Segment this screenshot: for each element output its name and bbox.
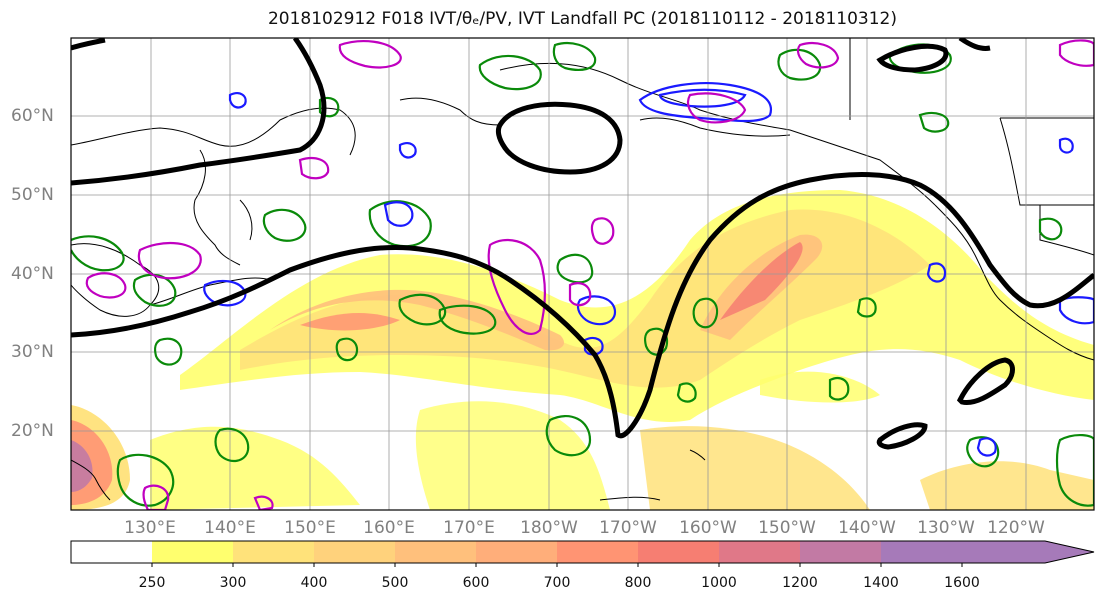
lat-label-60n: 60°N bbox=[11, 106, 54, 126]
lon-label-150w: 150°W bbox=[758, 518, 816, 538]
pv-positive-contours bbox=[85, 39, 1094, 510]
colorbar-tick-800: 800 bbox=[624, 575, 652, 591]
colorbar-tick-250: 250 bbox=[138, 575, 166, 591]
colorbar-tick-1600: 1600 bbox=[944, 575, 980, 591]
lat-label-30n: 30°N bbox=[11, 342, 54, 362]
lon-label-170e: 170°E bbox=[443, 518, 495, 538]
colorbar-tick-600: 600 bbox=[462, 575, 490, 591]
map-area bbox=[71, 38, 1094, 510]
map-frame bbox=[70, 37, 1095, 511]
lon-label-140e: 140°E bbox=[204, 518, 256, 538]
colorbar-tick-1000: 1000 bbox=[701, 575, 737, 591]
lon-label-140w: 140°W bbox=[838, 518, 896, 538]
theta-e-main-contour bbox=[71, 38, 1094, 450]
lon-label-170w: 170°W bbox=[599, 518, 657, 538]
lon-label-160e: 160°E bbox=[363, 518, 415, 538]
colorbar-tick-500: 500 bbox=[381, 575, 409, 591]
lon-label-130e: 130°E bbox=[124, 518, 176, 538]
colorbar-tick-700: 700 bbox=[543, 575, 571, 591]
lat-label-50n: 50°N bbox=[11, 185, 54, 205]
lat-label-40n: 40°N bbox=[11, 264, 54, 284]
pv-negative-contours bbox=[203, 82, 1094, 457]
lon-label-120w: 120°W bbox=[987, 518, 1045, 538]
map-title: 2018102912 F018 IVT/θₑ/PV, IVT Landfall … bbox=[267, 9, 898, 29]
ivt-shading bbox=[71, 190, 1094, 510]
colorbar-tick-1400: 1400 bbox=[863, 575, 899, 591]
lon-label-130w: 130°W bbox=[917, 518, 975, 538]
lon-label-150e: 150°E bbox=[284, 518, 336, 538]
colorbar-tick-400: 400 bbox=[300, 575, 328, 591]
lon-label-160w: 160°W bbox=[679, 518, 737, 538]
colorbar bbox=[70, 540, 1095, 567]
colorbar-tick-300: 300 bbox=[219, 575, 247, 591]
lon-label-180w: 180°W bbox=[520, 518, 578, 538]
lat-label-20n: 20°N bbox=[11, 421, 54, 441]
colorbar-arrow bbox=[964, 541, 1094, 563]
colorbar-tick-1200: 1200 bbox=[782, 575, 818, 591]
